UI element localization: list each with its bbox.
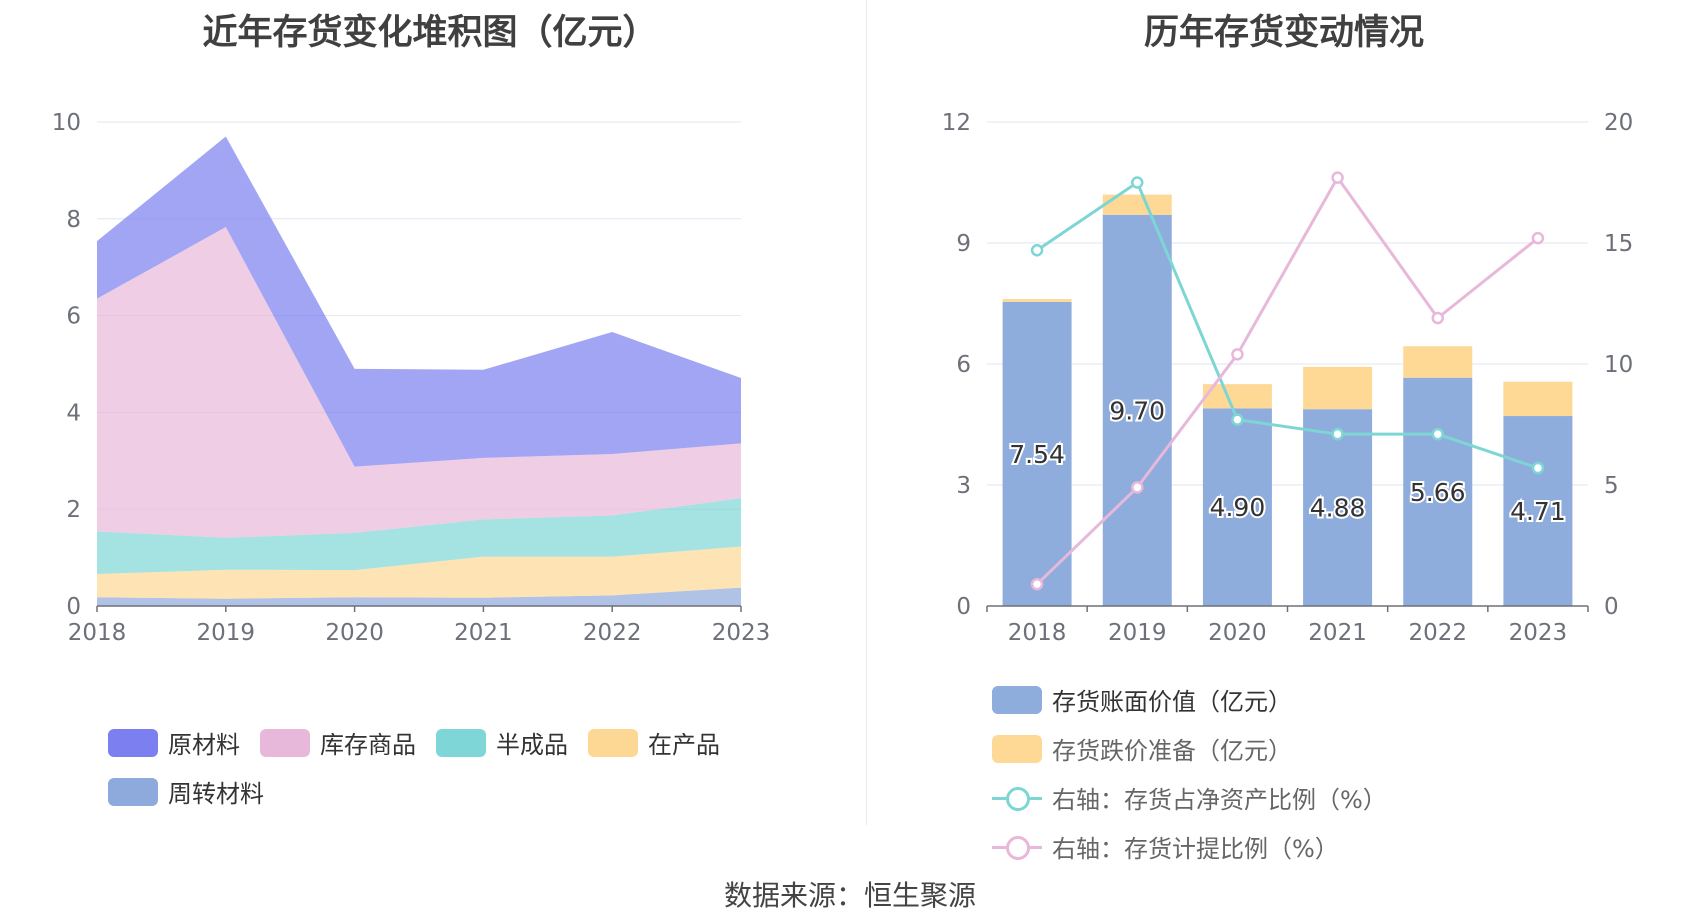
left-x-tick-label: 2023 bbox=[712, 620, 771, 646]
legend-label: 半成品 bbox=[496, 731, 568, 759]
left-y-tick-label: 0 bbox=[66, 594, 81, 620]
bar-存货跌价准备（亿元） bbox=[1102, 194, 1172, 215]
legend-swatch bbox=[436, 728, 486, 757]
right-x-tick-label: 2018 bbox=[1008, 620, 1067, 646]
right-legend-item[interactable]: 右轴：存货占净资产比例（%） bbox=[992, 780, 1387, 815]
right-chart-legend: 存货账面价值（亿元） 存货跌价准备（亿元） 右轴：存货占净资产比例（%） 右轴：存货计… bbox=[992, 682, 1652, 878]
left-legend-item[interactable]: 原材料 bbox=[108, 725, 240, 760]
left-x-tick-label: 2022 bbox=[583, 620, 642, 646]
right-x-tick-label: 2020 bbox=[1208, 620, 1267, 646]
line-point-右轴：存货计提比例（%） bbox=[1531, 231, 1545, 245]
legend-label: 在产品 bbox=[648, 731, 720, 759]
bar-存货跌价准备（亿元） bbox=[1202, 384, 1272, 409]
right-legend-item[interactable]: 存货账面价值（亿元） bbox=[992, 682, 1292, 717]
legend-swatch bbox=[992, 833, 1042, 861]
legend-label: 原材料 bbox=[168, 731, 240, 759]
chart-divider bbox=[866, 0, 867, 825]
right-y-left-tick-label: 12 bbox=[942, 110, 971, 136]
bar-存货账面价值（亿元） bbox=[1202, 408, 1272, 606]
left-y-tick-label: 4 bbox=[66, 400, 81, 426]
bar-value-label: 9.70 bbox=[1109, 396, 1165, 425]
bar-value-label: 4.88 bbox=[1310, 494, 1366, 523]
legend-swatch bbox=[260, 728, 310, 757]
legend-label: 库存商品 bbox=[320, 731, 416, 759]
line-point-右轴：存货计提比例（%） bbox=[1131, 481, 1144, 494]
right-y-left-tick-label: 9 bbox=[956, 231, 971, 257]
right-x-tick-label: 2021 bbox=[1308, 620, 1367, 646]
left-x-tick-label: 2019 bbox=[197, 620, 256, 646]
left-x-tick-label: 2021 bbox=[454, 620, 513, 646]
line-point-右轴：存货计提比例（%） bbox=[1030, 577, 1044, 591]
line-point-右轴：存货计提比例（%） bbox=[1431, 311, 1444, 325]
right-y-right-tick-label: 10 bbox=[1604, 352, 1633, 378]
left-chart-title: 近年存货变化堆积图（亿元） bbox=[202, 13, 658, 53]
right-legend-item[interactable]: 右轴：存货计提比例（%） bbox=[992, 829, 1339, 864]
bar-value-label: 7.54 bbox=[1009, 440, 1065, 469]
legend-label: 存货账面价值（亿元） bbox=[1052, 688, 1292, 716]
left-y-tick-label: 10 bbox=[52, 110, 81, 136]
bar-存货账面价值（亿元） bbox=[1503, 416, 1573, 606]
bar-存货跌价准备（亿元） bbox=[1303, 366, 1373, 410]
area-series-原材料 bbox=[97, 136, 741, 467]
line-point-右轴：存货占净资产比例（%） bbox=[1231, 413, 1244, 426]
line-point-右轴：存货计提比例（%） bbox=[1231, 348, 1244, 361]
line-point-右轴：存货占净资产比例（%） bbox=[1131, 176, 1144, 189]
right-chart-title: 历年存货变动情况 bbox=[1143, 13, 1424, 53]
bar-存货跌价准备（亿元） bbox=[1503, 381, 1573, 417]
left-x-tick-label: 2020 bbox=[325, 620, 384, 646]
bar-value-label: 4.90 bbox=[1210, 493, 1266, 522]
bar-存货账面价值（亿元） bbox=[1102, 214, 1172, 606]
left-chart-legend: 原材料 库存商品 半成品 在产品周转材料 bbox=[108, 725, 788, 823]
bar-存货账面价值（亿元） bbox=[1002, 301, 1072, 606]
left-legend-item[interactable]: 半成品 bbox=[436, 725, 568, 760]
bar-存货账面价值（亿元） bbox=[1403, 377, 1473, 606]
legend-swatch bbox=[992, 784, 1042, 812]
legend-swatch bbox=[992, 734, 1042, 763]
line-右轴：存货计提比例（%） bbox=[1036, 174, 1539, 586]
area-series-半成品 bbox=[97, 498, 741, 575]
legend-label: 右轴：存货占净资产比例（%） bbox=[1052, 786, 1387, 814]
legend-label: 右轴：存货计提比例（%） bbox=[1052, 835, 1339, 863]
legend-swatch bbox=[992, 685, 1042, 714]
area-series-在产品 bbox=[97, 546, 741, 599]
left-y-tick-label: 6 bbox=[66, 304, 81, 330]
bar-存货账面价值（亿元） bbox=[1303, 409, 1373, 606]
right-y-right-tick-label: 15 bbox=[1604, 231, 1633, 257]
right-y-left-tick-label: 0 bbox=[956, 594, 971, 620]
right-y-right-tick-label: 20 bbox=[1604, 110, 1633, 136]
bar-存货跌价准备（亿元） bbox=[1403, 346, 1473, 378]
line-point-右轴：存货占净资产比例（%） bbox=[1030, 244, 1044, 257]
bar-value-label: 5.66 bbox=[1410, 478, 1466, 507]
left-legend-item[interactable]: 周转材料 bbox=[108, 774, 264, 809]
right-x-tick-label: 2019 bbox=[1108, 620, 1167, 646]
line-point-右轴：存货占净资产比例（%） bbox=[1531, 461, 1545, 475]
bar-value-label: 4.71 bbox=[1510, 497, 1566, 526]
left-y-tick-label: 8 bbox=[66, 207, 81, 233]
right-x-tick-label: 2022 bbox=[1408, 620, 1467, 646]
left-legend-item[interactable]: 库存商品 bbox=[260, 725, 416, 760]
legend-swatch bbox=[108, 728, 158, 757]
right-x-tick-label: 2023 bbox=[1509, 620, 1568, 646]
legend-label: 周转材料 bbox=[168, 780, 264, 808]
line-point-右轴：存货计提比例（%） bbox=[1331, 171, 1344, 184]
left-x-tick-label: 2018 bbox=[68, 620, 127, 646]
right-y-left-tick-label: 3 bbox=[956, 473, 971, 499]
right-y-left-tick-label: 6 bbox=[956, 352, 971, 378]
area-series-周转材料 bbox=[97, 587, 741, 606]
right-legend-item[interactable]: 存货跌价准备（亿元） bbox=[992, 731, 1292, 766]
data-source-note: 数据来源：恒生聚源 bbox=[723, 879, 976, 912]
right-y-right-tick-label: 0 bbox=[1604, 594, 1619, 620]
left-y-tick-label: 2 bbox=[66, 497, 81, 523]
area-series-库存商品 bbox=[97, 227, 741, 538]
line-右轴：存货占净资产比例（%） bbox=[1036, 180, 1539, 470]
legend-label: 存货跌价准备（亿元） bbox=[1052, 737, 1292, 765]
left-legend-item[interactable]: 在产品 bbox=[588, 725, 720, 760]
line-point-右轴：存货占净资产比例（%） bbox=[1331, 427, 1344, 441]
right-y-right-tick-label: 5 bbox=[1604, 473, 1619, 499]
line-point-右轴：存货占净资产比例（%） bbox=[1431, 427, 1444, 441]
legend-swatch bbox=[108, 777, 158, 806]
legend-swatch bbox=[588, 728, 638, 757]
bar-存货跌价准备（亿元） bbox=[1002, 299, 1072, 302]
